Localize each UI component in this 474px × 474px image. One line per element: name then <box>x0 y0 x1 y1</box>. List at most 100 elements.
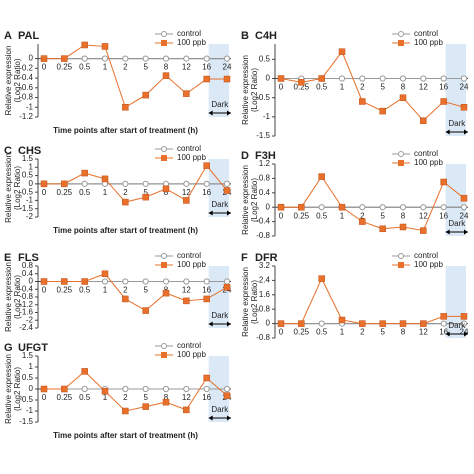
panel-title: F3H <box>255 150 276 162</box>
dark-region <box>445 164 466 236</box>
dark-label: Dark <box>448 219 466 228</box>
y-axis-label: (Log2 Ratio) <box>13 166 22 210</box>
y-axis-label: (Log2 Ratio) <box>13 275 22 319</box>
y-tick-label: -2 <box>26 212 34 221</box>
treatment-point <box>460 313 468 320</box>
y-tick-label: -1 <box>26 102 34 111</box>
x-tick-label: 2 <box>360 211 365 220</box>
y-tick-label: -0.5 <box>19 187 33 196</box>
legend-label: 100 ppb <box>414 38 443 47</box>
x-tick-label: 8 <box>164 188 169 197</box>
control-point <box>420 204 427 211</box>
series-line <box>44 164 228 203</box>
x-tick-label: 8 <box>401 211 406 220</box>
dark-label: Dark <box>448 119 466 128</box>
treatment-point <box>81 41 88 49</box>
y-tick-label: 3.2 <box>259 261 271 270</box>
treatment-point <box>338 316 346 324</box>
treatment-point <box>81 169 88 177</box>
x-axis-label: Time points after start of treatment (h) <box>53 126 198 135</box>
dark-region <box>445 44 466 136</box>
legend-marker <box>398 31 404 37</box>
treatment-point <box>460 104 468 111</box>
treatment-point <box>440 178 447 186</box>
y-tick-label: 0.5 <box>259 54 271 63</box>
treatment-point <box>61 55 68 62</box>
legend-marker <box>161 253 167 259</box>
legend-label: 100 ppb <box>177 153 206 162</box>
treatment-point <box>101 387 109 395</box>
legend-marker <box>161 155 167 161</box>
y-tick-label: -1 <box>263 112 271 121</box>
treatment-point <box>223 392 231 399</box>
y-tick-label: 0.4 <box>22 269 34 278</box>
legend-label: control <box>177 29 201 38</box>
y-axis-label: (Log2 Ratio) <box>250 280 259 324</box>
y-tick-label: 0.4 <box>259 188 271 197</box>
y-tick-label: 0.8 <box>259 304 271 313</box>
control-point <box>122 385 129 393</box>
y-tick-label: -0.4 <box>19 73 33 82</box>
y-tick-label: -1.2 <box>19 300 33 309</box>
control-point <box>162 278 170 285</box>
legend-marker <box>161 262 167 268</box>
legend-label: 100 ppb <box>177 260 206 269</box>
x-tick-label: 5 <box>143 286 148 295</box>
y-tick-label: -1.5 <box>19 204 33 213</box>
x-tick-label: 12 <box>419 328 428 337</box>
y-tick-label: -0.8 <box>256 333 270 342</box>
treatment-point <box>223 187 231 194</box>
x-tick-label: 0.25 <box>294 328 310 337</box>
treatment-point <box>40 180 48 188</box>
treatment-point <box>40 278 48 285</box>
y-axis-label: (Log2 Ratio) <box>250 68 259 112</box>
y-tick-label: -0.6 <box>19 83 33 92</box>
treatment-point <box>379 107 386 115</box>
control-point <box>162 55 170 62</box>
series-line <box>44 370 228 412</box>
x-tick-label: 16 <box>202 63 211 72</box>
y-tick-label: 0 <box>266 202 271 211</box>
control-point <box>142 55 149 62</box>
panel-title: UFGT <box>18 342 48 354</box>
y-tick-label: 0 <box>29 54 34 63</box>
control-point <box>203 278 210 285</box>
treatment-point <box>122 104 129 111</box>
x-tick-label: 0.25 <box>57 63 73 72</box>
dark-label: Dark <box>211 311 229 320</box>
x-tick-label: 1 <box>340 83 345 92</box>
treatment-point <box>223 284 231 291</box>
y-tick-label: -0.5 <box>19 395 33 404</box>
x-tick-label: 1 <box>103 286 108 295</box>
y-tick-label: -1.5 <box>19 417 33 426</box>
x-tick-label: 0.25 <box>57 286 73 295</box>
legend-marker <box>398 151 404 157</box>
control-point <box>183 180 190 187</box>
treatment-point <box>359 320 366 327</box>
control-point <box>203 55 210 62</box>
treatment-point <box>399 320 407 327</box>
legend-label: control <box>414 149 438 158</box>
treatment-point <box>318 75 325 82</box>
treatment-point <box>142 91 149 99</box>
panel-title: FLS <box>18 252 39 264</box>
x-tick-label: 12 <box>182 63 191 72</box>
x-tick-label: 0.5 <box>316 328 328 337</box>
x-tick-label: 0.5 <box>79 63 91 72</box>
treatment-point <box>142 403 149 410</box>
treatment-point <box>277 320 285 327</box>
control-point <box>223 180 231 187</box>
control-point <box>379 204 386 211</box>
x-tick-label: 1 <box>103 393 108 402</box>
y-axis-label: Relative expression <box>4 354 13 424</box>
legend-label: control <box>177 341 201 350</box>
x-tick-label: 1 <box>340 211 345 220</box>
x-axis-label: Time points after start of treatment (h) <box>53 431 198 440</box>
treatment-point <box>223 75 231 83</box>
y-tick-label: 1.6 <box>259 290 271 299</box>
y-tick-label: 1 <box>29 362 34 371</box>
control-point <box>101 55 109 62</box>
y-tick-label: -0.4 <box>19 284 33 293</box>
control-point <box>460 320 468 327</box>
